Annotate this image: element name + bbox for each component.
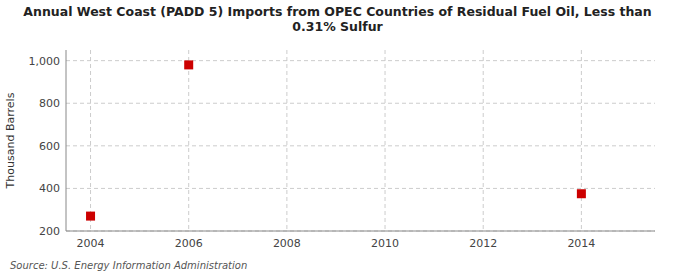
y-grid-line: [66, 231, 655, 232]
y-grid-line: [66, 103, 655, 104]
y-axis-line: [66, 50, 67, 231]
title-line: 0.31% Sulfur: [292, 19, 383, 34]
point: [184, 60, 193, 69]
y-tick-label: 400: [39, 182, 60, 195]
x-tick-label: 2010: [371, 237, 399, 250]
x-tick-label: 2012: [469, 237, 497, 250]
x-grid-line: [286, 50, 287, 231]
y-grid-line: [66, 60, 655, 61]
marks: [86, 60, 586, 220]
grid: [66, 50, 655, 231]
y-axis-label: Thousand Barrels: [4, 92, 17, 189]
x-axis-line: [66, 231, 655, 232]
x-grid-line: [90, 50, 91, 231]
y-grid-line: [66, 188, 655, 189]
x-tick-label: 2014: [567, 237, 595, 250]
x-grid-line: [385, 50, 386, 231]
x-tick-label: 2008: [273, 237, 301, 250]
title: Annual West Coast (PADD 5) Imports from …: [23, 4, 651, 34]
y-tick-label: 800: [39, 97, 60, 110]
x-tick-label: 2004: [77, 237, 105, 250]
chart-svg: Annual West Coast (PADD 5) Imports from …: [0, 0, 675, 275]
x-tick-label: 2006: [175, 237, 203, 250]
x-grid-line: [188, 50, 189, 231]
y-grid-line: [66, 145, 655, 146]
x-grid-line: [483, 50, 484, 231]
point: [86, 212, 95, 221]
x-grid-line: [581, 50, 582, 231]
axes: 200 400 600 800 1,000 2004 2006 2008 2010 2012 201…: [29, 50, 656, 250]
source: Source: U.S. Energy Information Administ…: [10, 260, 247, 271]
point: [577, 189, 586, 198]
background: [0, 0, 675, 275]
title-line: Annual West Coast (PADD 5) Imports from …: [23, 4, 651, 19]
y-tick-label: 1,000: [29, 55, 61, 68]
y-tick-label: 200: [39, 225, 60, 238]
chart-container: Annual West Coast (PADD 5) Imports from …: [0, 0, 675, 275]
y-tick-label: 600: [39, 140, 60, 153]
